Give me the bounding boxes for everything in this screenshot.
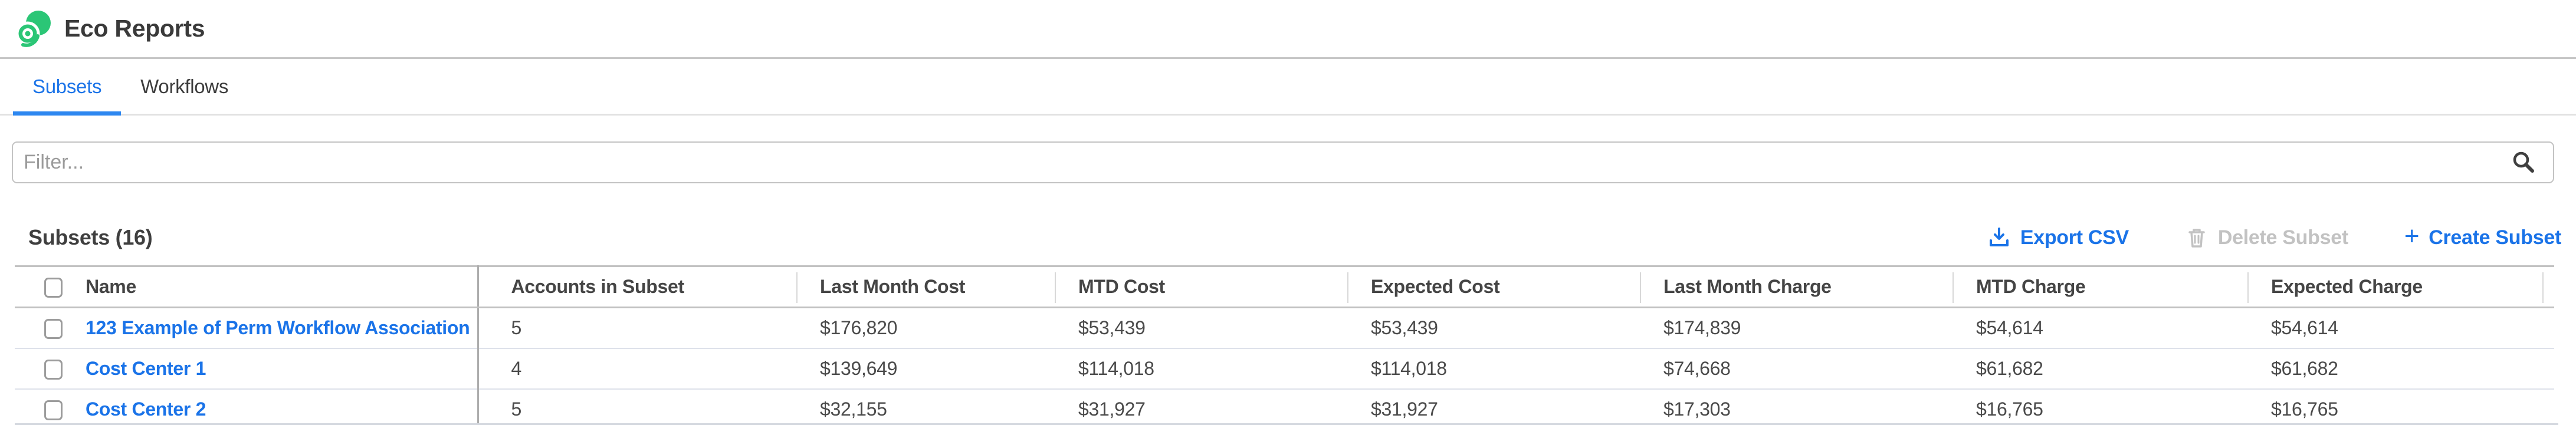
mtd-charge-cell: $16,765 [1952,388,2247,425]
last-month-cost-cell: $139,649 [796,348,1055,390]
expected-cost-cell: $31,927 [1347,388,1640,425]
subset-name-link[interactable]: Cost Center 1 [86,357,206,379]
last-month-cost-cell: $176,820 [796,307,1055,349]
tab-subsets[interactable]: Subsets [13,59,122,116]
accounts-cell: 5 [477,388,796,425]
expected-charge-cell: $61,682 [2247,348,2542,390]
subsets-section-head: Subsets (16) Export CSV [0,219,2576,256]
section-title: Subsets (16) [28,225,153,249]
mtd-cost-cell: $31,927 [1055,388,1347,425]
table-body: 123 Example of Perm Workflow Association… [15,307,2554,425]
create-subset-button[interactable]: + Create Subset [2404,222,2561,251]
stub-cell [2542,388,2554,425]
delete-subset-button[interactable]: Delete Subset [2185,226,2348,249]
export-csv-label: Export CSV [2020,226,2129,249]
column-header-expected-charge: Expected Charge [2247,266,2542,308]
expected-cost-cell: $53,439 [1347,307,1640,349]
table-row: 123 Example of Perm Workflow Association… [15,307,2554,349]
trash-icon [2185,226,2209,249]
last-month-charge-cell: $74,668 [1640,348,1952,390]
last-month-charge-cell: $174,839 [1640,307,1952,349]
subset-name-link[interactable]: 123 Example of Perm Workflow Association [86,317,470,338]
column-header-expected-cost: Expected Cost [1347,266,1640,308]
tab-bar: Subsets Workflows [0,59,2576,116]
filter-input[interactable] [12,141,2554,183]
mtd-cost-cell: $114,018 [1055,348,1347,390]
stub-cell [2542,307,2554,349]
page-title: Eco Reports [64,15,205,42]
accounts-cell: 4 [477,348,796,390]
app-header: Eco Reports [0,0,2576,59]
mtd-charge-cell: $54,614 [1952,307,2247,349]
column-header-stub [2542,266,2554,308]
expected-charge-cell: $54,614 [2247,307,2542,349]
last-month-cost-cell: $32,155 [796,388,1055,425]
subset-actions: Export CSV Delete Subset + Create Subset [1987,222,2561,251]
column-header-name: Name [86,266,478,308]
column-header-last-month-cost: Last Month Cost [796,266,1055,308]
column-header-accounts: Accounts in Subset [477,266,796,308]
export-csv-button[interactable]: Export CSV [1987,226,2129,249]
subsets-table: Name Accounts in Subset Last Month Cost … [15,265,2554,425]
search-icon[interactable] [2511,150,2536,176]
filter-bar [12,141,2554,183]
delete-subset-label: Delete Subset [2217,226,2348,249]
column-header-last-month-charge: Last Month Charge [1640,266,1952,308]
table-row: Cost Center 2 5 $32,155 $31,927 $31,927 … [15,388,2554,425]
select-all-checkbox[interactable] [44,278,63,298]
expected-charge-cell: $16,765 [2247,388,2542,425]
eco-logo-icon [15,10,52,48]
accounts-cell: 5 [477,307,796,349]
row-checkbox[interactable] [44,359,63,380]
expected-cost-cell: $114,018 [1347,348,1640,390]
row-checkbox[interactable] [44,319,63,340]
subset-name-link[interactable]: Cost Center 2 [86,398,206,420]
create-subset-label: Create Subset [2429,226,2561,249]
download-icon [1987,226,2011,249]
column-header-mtd-cost: MTD Cost [1055,266,1347,308]
column-header-mtd-charge: MTD Charge [1952,266,2247,308]
row-checkbox[interactable] [44,400,63,420]
mtd-cost-cell: $53,439 [1055,307,1347,349]
tab-workflows[interactable]: Workflows [140,75,229,97]
plus-icon: + [2404,222,2420,251]
stub-cell [2542,348,2554,390]
last-month-charge-cell: $17,303 [1640,388,1952,425]
mtd-charge-cell: $61,682 [1952,348,2247,390]
table-header-row: Name Accounts in Subset Last Month Cost … [15,266,2554,308]
table-row: Cost Center 1 4 $139,649 $114,018 $114,0… [15,348,2554,390]
